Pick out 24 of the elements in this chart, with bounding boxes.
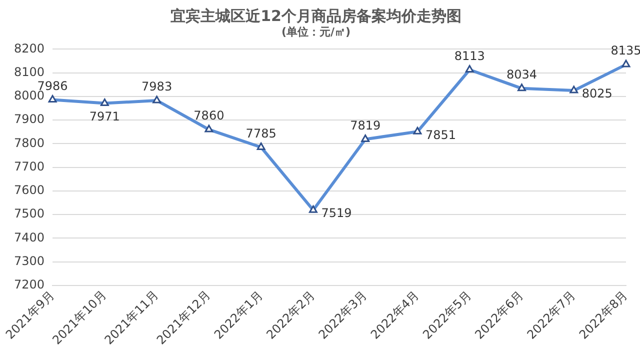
data-label: 7519 [321, 206, 352, 220]
data-label: 7971 [89, 109, 120, 124]
y-tick-label: 7600 [14, 183, 45, 198]
data-label: 8034 [506, 68, 538, 82]
chart-subtitle: (单位：元/㎡) [281, 25, 351, 38]
data-label: 8113 [454, 48, 485, 63]
data-label: 7819 [350, 118, 381, 132]
y-tick-label: 8100 [14, 64, 45, 79]
y-tick-label: 7900 [14, 112, 45, 126]
y-tick-label: 8000 [14, 88, 45, 103]
y-tick-label: 7400 [14, 230, 45, 244]
y-tick-label: 7300 [14, 254, 45, 268]
chart-title: 宜宾主城区近12个月商品房备案均价走势图 [170, 6, 462, 25]
y-tick-label: 7800 [14, 136, 45, 150]
data-label: 7860 [194, 108, 224, 123]
data-label: 7785 [246, 126, 276, 140]
y-tick-label: 7200 [14, 278, 45, 292]
y-tick-label: 7500 [14, 206, 45, 221]
data-label: 8135 [610, 44, 640, 58]
y-tick-label: 8200 [14, 41, 45, 56]
data-label: 8025 [582, 86, 612, 101]
y-tick-label: 7700 [14, 159, 45, 174]
data-label: 7851 [425, 128, 456, 142]
data-label: 7983 [142, 80, 172, 94]
